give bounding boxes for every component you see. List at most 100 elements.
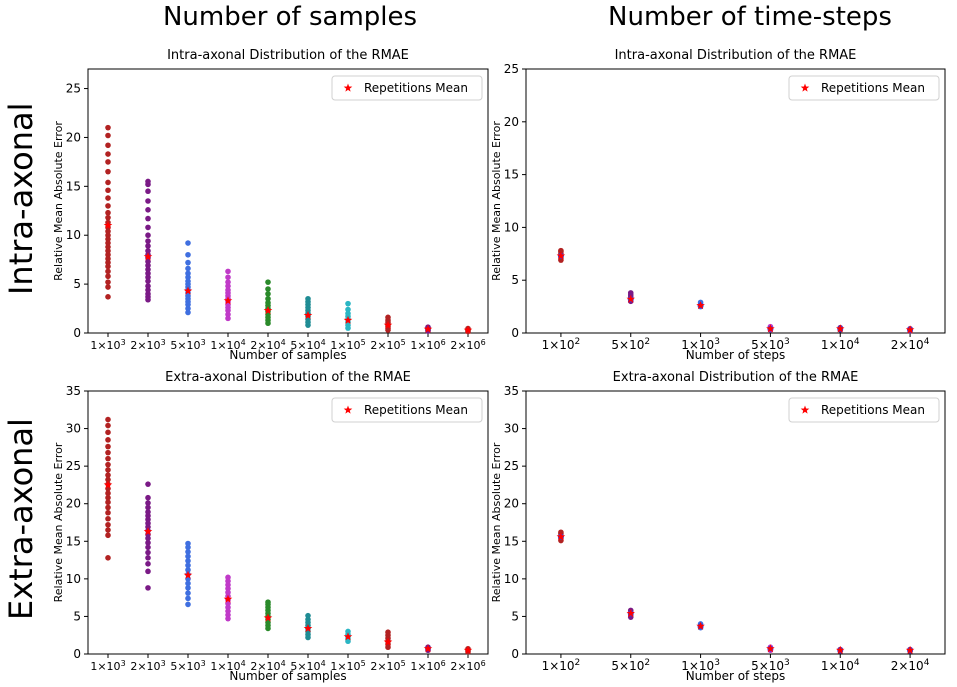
y-tick-label-1-15: 15 [504, 168, 519, 182]
x-tick-label-2-1: 2×103 [130, 659, 165, 674]
point-0-0-11 [105, 240, 111, 246]
point-2-2-11 [185, 549, 191, 555]
x-tick-label-2-8: 1×106 [410, 659, 445, 674]
x-tick-label-1-3: 5×103 [751, 337, 790, 352]
point-0-4-11 [265, 279, 271, 285]
x-tick-label-0-3: 1×104 [210, 338, 245, 353]
plot-frame-1 [525, 68, 946, 334]
point-2-0-22 [105, 416, 111, 423]
point-2-1-3 [145, 555, 151, 561]
point-0-0-22 [105, 179, 111, 186]
point-1-0-5 [558, 247, 564, 254]
mean-marker-3-3 [766, 644, 775, 653]
legend-box-2 [331, 397, 483, 423]
point-2-0-17 [105, 449, 111, 456]
point-2-7-5 [385, 629, 391, 636]
x-axis-label-0: Number of samples [229, 348, 346, 362]
point-0-1-3 [145, 287, 151, 293]
point-0-0-27 [105, 132, 111, 139]
point-0-2-11 [185, 274, 191, 281]
x-tick-label-3-1: 5×102 [611, 658, 650, 673]
point-0-1-21 [145, 188, 151, 195]
y-tick-label-3-20: 20 [504, 497, 519, 511]
point-0-0-19 [105, 203, 111, 209]
x-axis-label-2: Number of samples [229, 669, 346, 683]
point-0-2-15 [185, 251, 191, 258]
y-tick-label-1-5: 5 [511, 273, 519, 287]
point-0-1-17 [145, 224, 151, 231]
point-2-0-8 [105, 494, 111, 501]
point-0-1-6 [145, 274, 151, 281]
point-2-6-4 [345, 628, 351, 635]
point-0-1-15 [145, 238, 151, 244]
y-axis-label-0: Relative Mean Absolute Error [52, 121, 65, 281]
plot-frame-3 [525, 390, 946, 655]
mean-marker-0-4 [263, 306, 273, 315]
point-0-3-1 [225, 311, 231, 318]
point-2-2-1 [185, 595, 191, 602]
point-0-7-6 [385, 314, 391, 321]
y-tick-label-0-0: 0 [73, 326, 81, 340]
legend-label-0: Repetitions Mean [364, 81, 468, 95]
point-2-0-14 [105, 467, 111, 473]
point-2-0-9 [105, 490, 111, 496]
legend-label-3: Repetitions Mean [821, 403, 925, 417]
point-0-0-20 [105, 195, 111, 201]
plot-frame-0 [87, 68, 489, 334]
x-tick-label-3-0: 1×102 [542, 658, 581, 673]
point-0-0-7 [105, 255, 111, 262]
point-2-2-3 [185, 585, 191, 591]
point-2-0-7 [105, 499, 111, 506]
y-tick-label-2-20: 20 [66, 497, 81, 511]
point-0-0-6 [105, 259, 111, 266]
point-0-4-8 [265, 295, 271, 302]
x-tick-label-0-4: 2×104 [250, 338, 285, 353]
x-tick-label-0-5: 5×104 [290, 338, 325, 353]
y-tick-label-1-25: 25 [504, 62, 519, 76]
point-0-0-1 [105, 284, 111, 290]
mean-marker-0-9 [463, 325, 473, 334]
point-2-2-2 [185, 590, 191, 596]
point-0-6-5 [345, 310, 351, 317]
x-tick-label-0-0: 1×103 [90, 338, 125, 353]
point-0-0-18 [105, 209, 111, 216]
x-tick-label-3-3: 5×103 [751, 658, 790, 673]
x-tick-label-0-7: 2×105 [370, 338, 405, 353]
mean-marker-3-5 [905, 645, 915, 654]
point-2-2-10 [185, 553, 191, 560]
mean-marker-0-6 [343, 315, 353, 324]
y-tick-label-1-10: 10 [504, 220, 519, 234]
point-0-0-10 [105, 244, 111, 250]
x-tick-label-0-8: 1×106 [410, 338, 445, 353]
x-tick-label-0-2: 5×103 [170, 338, 205, 353]
y-tick-label-3-0: 0 [511, 647, 519, 661]
y-tick-label-2-10: 10 [66, 572, 81, 586]
point-0-3-12 [225, 274, 231, 281]
mean-marker-0-3 [223, 296, 233, 305]
point-0-2-1 [185, 305, 191, 312]
legend-star-1 [800, 83, 810, 92]
point-0-1-14 [145, 243, 151, 249]
legend-box-3 [788, 397, 940, 423]
mean-marker-2-8 [423, 644, 433, 653]
point-2-0-3 [105, 521, 111, 528]
point-2-0-0 [105, 555, 111, 561]
point-0-0-3 [105, 273, 111, 280]
point-0-3-0 [225, 315, 231, 322]
mean-marker-1-2 [696, 301, 705, 310]
point-0-1-13 [145, 248, 151, 254]
point-0-0-17 [105, 214, 111, 221]
legend-star-3 [800, 405, 810, 414]
point-0-1-23 [145, 178, 151, 185]
point-0-0-14 [105, 228, 111, 235]
mean-marker-1-0 [556, 251, 566, 260]
point-0-1-8 [145, 266, 151, 273]
point-0-0-26 [105, 142, 111, 149]
point-0-1-16 [145, 232, 151, 239]
point-2-2-8 [185, 562, 191, 569]
point-2-1-0 [145, 585, 151, 591]
mean-marker-0-7 [383, 320, 393, 329]
point-2-1-15 [145, 504, 151, 511]
mean-marker-1-5 [905, 325, 915, 334]
